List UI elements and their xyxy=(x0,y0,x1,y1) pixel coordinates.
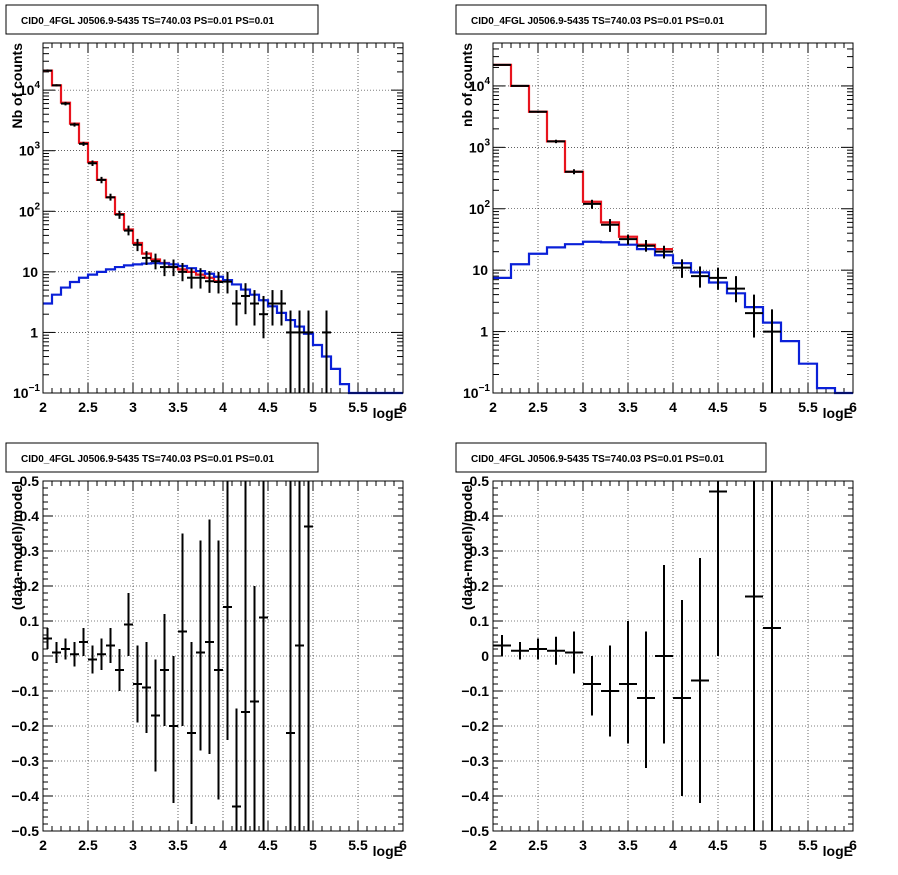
chart-panel-top-left: CID0_4FGL J0506.9-5435 TS=740.03 PS=0.01… xyxy=(5,4,407,421)
chart-title: CID0_4FGL J0506.9-5435 TS=740.03 PS=0.01… xyxy=(21,454,274,465)
x-tick-label: 6 xyxy=(849,399,857,415)
title-box xyxy=(455,442,767,473)
y-tick-label: 10−1 xyxy=(13,383,40,401)
y-tick-label: −0.5 xyxy=(11,823,39,839)
x-tick-label: 6 xyxy=(399,837,407,853)
y-tick-label: 0.1 xyxy=(20,613,40,629)
x-tick-label: 4 xyxy=(669,399,677,415)
y-tick-label: 0.1 xyxy=(470,613,490,629)
x-tick-label: 2 xyxy=(39,837,47,853)
y-tick-label: 10−1 xyxy=(463,383,490,401)
x-tick-label: 4 xyxy=(219,399,227,415)
x-tick-label: 2.5 xyxy=(528,399,548,415)
x-tick-label: 5.5 xyxy=(348,837,368,853)
histogram-series-1 xyxy=(43,262,403,395)
x-tick-label: 2.5 xyxy=(78,399,98,415)
y-tick-label: 102 xyxy=(469,199,491,217)
title-box xyxy=(455,4,767,35)
x-tick-label: 2 xyxy=(489,837,497,853)
chart-panel-bottom-right: CID0_4FGL J0506.9-5435 TS=740.03 PS=0.01… xyxy=(455,442,857,859)
chart-title: CID0_4FGL J0506.9-5435 TS=740.03 PS=0.01… xyxy=(471,454,724,465)
x-tick-label: 6 xyxy=(849,837,857,853)
plot-frame xyxy=(42,42,404,394)
x-tick-label: 2 xyxy=(489,399,497,415)
plot-frame xyxy=(42,480,404,832)
x-tick-label: 3.5 xyxy=(168,837,188,853)
y-tick-label: 103 xyxy=(19,141,41,159)
y-tick-label: 104 xyxy=(19,80,41,98)
y-tick-label: 102 xyxy=(19,201,41,219)
y-tick-label: 0.3 xyxy=(470,543,490,559)
title-box xyxy=(5,4,319,35)
x-tick-label: 5 xyxy=(759,837,767,853)
x-tick-label: 6 xyxy=(399,399,407,415)
x-tick-label: 3.5 xyxy=(168,399,188,415)
y-tick-label: 0.2 xyxy=(470,578,490,594)
histogram-series-0 xyxy=(493,63,673,251)
x-tick-label: 4.5 xyxy=(258,399,278,415)
histogram-series-1 xyxy=(493,240,853,395)
x-tick-label: 3 xyxy=(129,837,137,853)
y-tick-label: 0.4 xyxy=(470,508,490,524)
y-tick-label: 1 xyxy=(480,324,488,340)
x-tick-label: 5 xyxy=(759,399,767,415)
y-tick-label: −0.3 xyxy=(461,753,489,769)
x-tick-label: 3 xyxy=(579,837,587,853)
y-tick-label: −0.1 xyxy=(11,683,39,699)
y-tick-label: −0.4 xyxy=(11,788,39,804)
x-tick-label: 3 xyxy=(129,399,137,415)
chart-title: CID0_4FGL J0506.9-5435 TS=740.03 PS=0.01… xyxy=(471,16,724,27)
y-tick-label: 0.5 xyxy=(470,473,490,489)
y-tick-label: 103 xyxy=(469,137,491,155)
y-tick-label: 1 xyxy=(30,324,38,340)
x-tick-label: 4.5 xyxy=(708,837,728,853)
x-tick-label: 4.5 xyxy=(708,399,728,415)
y-axis-title: Nb of counts xyxy=(9,43,25,129)
x-tick-label: 4 xyxy=(219,837,227,853)
y-tick-label: 0.3 xyxy=(20,543,40,559)
y-axis-title: nb of counts xyxy=(459,43,475,127)
y-tick-label: −0.4 xyxy=(461,788,489,804)
plot-frame xyxy=(492,480,854,832)
x-tick-label: 3 xyxy=(579,399,587,415)
x-tick-label: 5.5 xyxy=(798,399,818,415)
x-tick-label: 2 xyxy=(39,399,47,415)
chart-panel-bottom-left: CID0_4FGL J0506.9-5435 TS=740.03 PS=0.01… xyxy=(5,442,407,859)
x-tick-label: 4 xyxy=(669,837,677,853)
y-tick-label: 104 xyxy=(469,76,491,94)
chart-panel-top-right: CID0_4FGL J0506.9-5435 TS=740.03 PS=0.01… xyxy=(455,4,857,421)
chart-title: CID0_4FGL J0506.9-5435 TS=740.03 PS=0.01… xyxy=(21,16,274,27)
plot-frame xyxy=(492,42,854,394)
y-tick-label: 10 xyxy=(472,262,488,278)
y-tick-label: 0 xyxy=(31,648,39,664)
y-tick-label: −0.1 xyxy=(461,683,489,699)
y-tick-label: 10 xyxy=(22,264,38,280)
x-tick-label: 4.5 xyxy=(258,837,278,853)
x-tick-label: 2.5 xyxy=(528,837,548,853)
x-tick-label: 5 xyxy=(309,399,317,415)
y-tick-label: −0.5 xyxy=(461,823,489,839)
y-axis-title: (data-model)/model xyxy=(459,481,475,610)
title-box xyxy=(5,442,319,473)
y-tick-label: 0.4 xyxy=(20,508,40,524)
x-axis-title: logE xyxy=(373,405,403,421)
x-tick-label: 2.5 xyxy=(78,837,98,853)
x-tick-label: 3.5 xyxy=(618,399,638,415)
y-tick-label: 0.5 xyxy=(20,473,40,489)
x-axis-title: logE xyxy=(823,405,853,421)
x-axis-title: logE xyxy=(823,843,853,859)
x-tick-label: 5.5 xyxy=(798,837,818,853)
x-tick-label: 5 xyxy=(309,837,317,853)
y-tick-label: 0 xyxy=(481,648,489,664)
y-tick-label: −0.3 xyxy=(11,753,39,769)
x-tick-label: 3.5 xyxy=(618,837,638,853)
y-axis-title: (data-model)/model xyxy=(9,481,25,610)
y-tick-label: −0.2 xyxy=(461,718,489,734)
y-tick-label: −0.2 xyxy=(11,718,39,734)
x-axis-title: logE xyxy=(373,843,403,859)
y-tick-label: 0.2 xyxy=(20,578,40,594)
x-tick-label: 5.5 xyxy=(348,399,368,415)
